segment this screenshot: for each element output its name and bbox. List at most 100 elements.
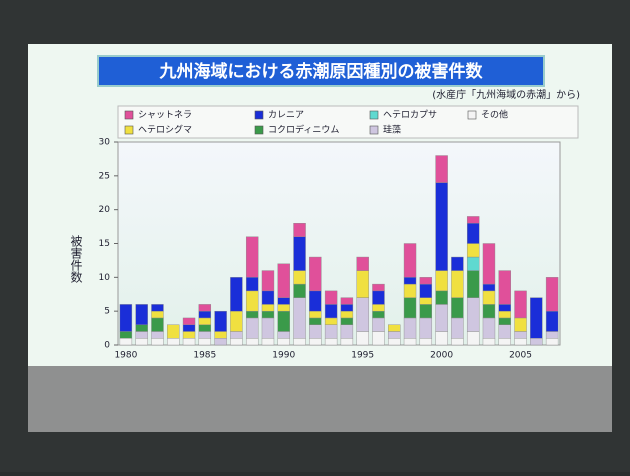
y-tick-label: 5 [104, 307, 110, 317]
bar-segment [498, 338, 511, 346]
bar-segment [119, 338, 133, 346]
bar-segment [324, 324, 338, 339]
x-tick-label: 2000 [430, 351, 453, 361]
bar-segment [340, 338, 354, 346]
bar-segment [356, 297, 369, 332]
bar-segment [198, 338, 212, 346]
bar-segment [293, 338, 306, 346]
bar-segment [403, 338, 417, 346]
bar-segment [293, 297, 306, 339]
x-tick-label: 2005 [509, 351, 532, 361]
bar-segment [277, 304, 290, 312]
screen-bottom [28, 366, 612, 432]
bar-segment [198, 331, 212, 339]
y-tick-label: 30 [99, 138, 111, 148]
bar-segment [182, 331, 196, 339]
bar-segment [340, 304, 354, 312]
bar-segment [419, 317, 433, 339]
bar-segment [261, 317, 275, 339]
bar-segment [277, 338, 290, 346]
bar-segment [372, 304, 385, 312]
bar-segment [182, 338, 196, 346]
y-axis-label: 被害件数 [69, 235, 83, 284]
y-tick-label: 0 [104, 341, 110, 351]
bar-segment [466, 270, 480, 298]
bar-segment [182, 324, 196, 332]
bar-segment [530, 338, 543, 346]
bar-segment [451, 297, 464, 319]
bar-segment [245, 338, 259, 346]
bar-segment [372, 331, 385, 346]
bar-segment [419, 338, 433, 346]
bar-segment [261, 290, 275, 305]
bar-segment [435, 155, 448, 183]
bar-segment [340, 310, 354, 319]
bar-segment [482, 304, 496, 319]
bar-segment [388, 338, 401, 346]
bar-segment [167, 324, 180, 339]
x-tick-label: 1990 [272, 351, 295, 361]
bar-segment [135, 338, 148, 346]
bar-segment [245, 317, 259, 339]
legend-label: シャットネラ [138, 110, 192, 121]
bar-segment [309, 324, 322, 339]
bar-segment [277, 331, 290, 339]
bar-segment [545, 310, 559, 332]
bar-segment [514, 317, 527, 332]
y-tick-label: 20 [99, 205, 111, 215]
bar-segment [419, 283, 433, 298]
bar-segment [198, 310, 212, 319]
legend-swatch [124, 110, 134, 120]
legend-box [117, 105, 579, 139]
legend-swatch [369, 125, 379, 135]
bar-segment [545, 331, 559, 339]
bar-segment [214, 331, 227, 339]
bar-segment [419, 304, 433, 319]
bar-segment [435, 270, 448, 292]
bar-segment [530, 297, 543, 339]
legend-swatch [369, 110, 379, 120]
bar-segment [356, 270, 369, 298]
bar-segment [372, 283, 385, 292]
y-tick-label: 15 [99, 239, 110, 249]
bar-segment [245, 277, 259, 292]
bar-segment [403, 317, 417, 339]
bar-segment [309, 290, 322, 312]
bar-segment [388, 331, 401, 339]
bar-segment [403, 297, 417, 319]
title-box [97, 55, 545, 87]
x-tick-label: 1985 [193, 351, 216, 361]
bar-segment [372, 317, 385, 332]
bar-segment [277, 263, 290, 298]
legend-swatch [254, 125, 264, 135]
bar-segment [498, 270, 511, 305]
legend-label: コクロディニウム [268, 124, 339, 136]
bar-segment [466, 256, 480, 271]
bar-segment [293, 270, 306, 285]
bar-segment [482, 317, 496, 339]
bar-segment [482, 283, 496, 292]
bar-segment [119, 304, 133, 332]
bar-segment [293, 236, 306, 271]
bar-segment [198, 304, 212, 312]
bar-segment [466, 297, 480, 332]
bar-segment [230, 338, 243, 346]
bar-segment [451, 317, 464, 339]
bar-segment [545, 338, 559, 346]
legend-swatch [254, 110, 264, 120]
bar-segment [498, 310, 511, 319]
legend-label: ヘテロシグマ [138, 124, 192, 136]
legend-label: カレニア [268, 110, 304, 121]
bar-segment [403, 243, 417, 278]
bar-segment [324, 304, 338, 319]
bar-segment [403, 277, 417, 285]
legend-swatch [467, 110, 477, 120]
bar-segment [167, 338, 180, 346]
bar-segment [403, 283, 417, 298]
bar-segment [388, 324, 401, 332]
bar-segment [245, 310, 259, 319]
bar-segment [498, 304, 511, 312]
bar-segment [230, 277, 243, 312]
bar-segment [466, 216, 480, 224]
